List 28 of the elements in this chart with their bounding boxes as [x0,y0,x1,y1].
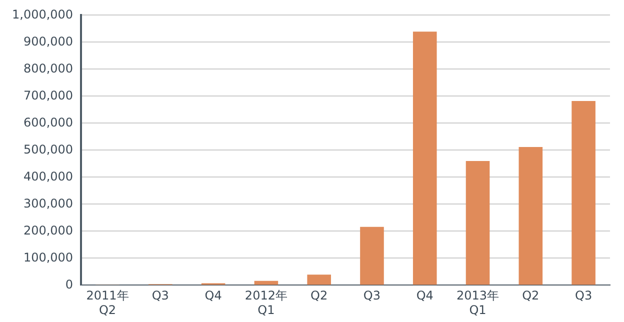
x-tick-label: Q3 [575,288,592,303]
x-tick-label: 2012年 Q1 [244,288,288,317]
y-tick-label: 100,000 [23,250,74,264]
x-tick-label: Q3 [152,288,169,303]
x-tick-label: Q3 [363,288,381,303]
y-tick-label: 1,000,000 [12,7,74,22]
y-tick-label: 200,000 [23,223,74,238]
bar [307,274,331,285]
x-tick-label: 2013年 Q1 [456,288,500,317]
bar [254,280,278,285]
x-tick-label: Q2 [310,288,328,303]
y-tick-label: 700,000 [23,88,74,102]
bar [518,146,543,285]
bar [572,101,596,285]
y-tick-label: 400,000 [23,169,74,184]
x-tick-label: Q4 [416,288,434,303]
x-tick-label: Q2 [522,288,540,303]
x-tick-label: 2011年 Q2 [86,288,129,317]
bar [466,161,490,285]
x-tick-label: Q4 [204,288,222,303]
y-tick-label: 900,000 [23,34,74,48]
y-tick-label: 600,000 [23,115,74,130]
y-tick-label: 800,000 [23,61,74,76]
bar [360,226,384,285]
y-tick-label: 300,000 [23,196,74,210]
bar [412,32,437,285]
y-tick-label: 500,000 [23,142,74,156]
y-tick-label: 0 [65,277,74,292]
